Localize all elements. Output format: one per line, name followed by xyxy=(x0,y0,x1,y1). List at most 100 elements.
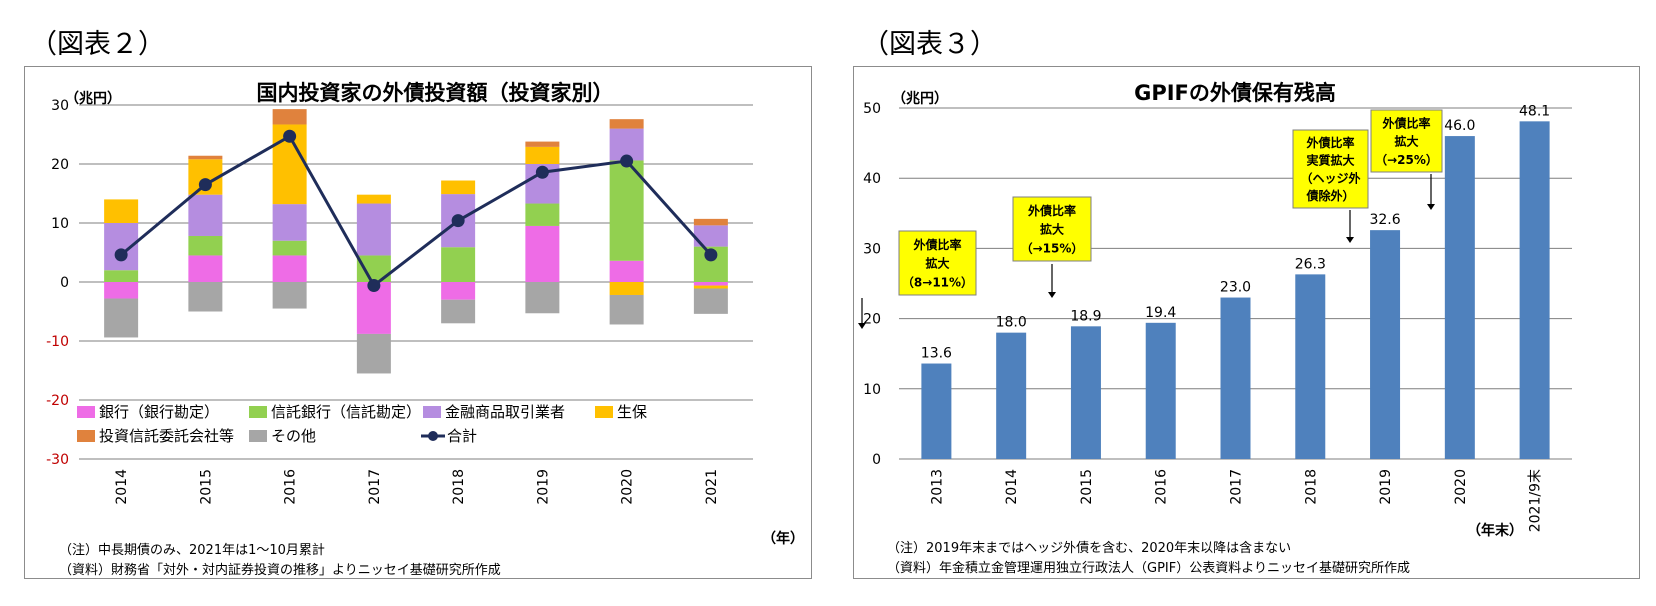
annotation-box xyxy=(898,230,977,296)
bar-segment xyxy=(356,203,391,256)
y-tick-label: -20 xyxy=(46,393,69,409)
annotation-arrowhead xyxy=(1346,237,1354,243)
bar-segment xyxy=(441,247,476,282)
left-chart-svg: 国内投資家の外債投資額（投資家別） （兆円） （年） 30 20 10 0 -10 -20… xyxy=(46,81,804,547)
bar xyxy=(1220,297,1251,459)
bar-segment xyxy=(356,333,391,374)
total-point xyxy=(535,165,549,179)
y-tick-label: 50 xyxy=(863,101,881,117)
bar-segment xyxy=(272,204,307,241)
bar xyxy=(996,332,1027,459)
left-chart-note-2: （資料）財務省「対外・対内証券投資の推移」よりニッセイ基礎研究所作成 xyxy=(59,563,501,578)
data-label: 18.0 xyxy=(996,315,1027,331)
annotation-text: 拡大 xyxy=(1394,134,1418,149)
left-chart-panel: 国内投資家の外債投資額（投資家別） （兆円） （年） 30 20 10 0 -10 -20… xyxy=(24,66,812,579)
bar-segment xyxy=(609,282,644,295)
data-label: 48.1 xyxy=(1519,103,1550,119)
bar-segment xyxy=(188,155,223,160)
legend-label: 金融商品取引業者 xyxy=(445,403,565,421)
data-label: 23.0 xyxy=(1220,280,1251,296)
x-tick-label: 2019 xyxy=(1378,469,1394,505)
bar xyxy=(1070,326,1101,459)
annotation-text: （→25%） xyxy=(1375,152,1438,167)
right-chart-svg: GPIFの外債保有残高 （兆円） （年末） 13.6 18.0 18.9 19.4 23… xyxy=(858,81,1572,539)
y-tick-label: 20 xyxy=(51,157,69,173)
data-label: 19.4 xyxy=(1145,305,1176,321)
x-tick-label: 2021 xyxy=(704,469,720,505)
bar-segment xyxy=(188,255,223,282)
bar-segment xyxy=(188,235,223,256)
bar-segment xyxy=(441,180,476,195)
y-tick-label: -10 xyxy=(46,334,69,350)
total-point xyxy=(620,154,634,168)
bar-segment xyxy=(188,282,223,312)
y-tick-label: -30 xyxy=(46,452,69,468)
x-tick-label: 2013 xyxy=(929,469,945,505)
right-chart-x-unit: （年末） xyxy=(1467,522,1523,539)
y-tick-label: 10 xyxy=(863,382,881,398)
legend-label: 信託銀行（信託勘定） xyxy=(271,403,421,421)
x-tick-label: 2014 xyxy=(1004,469,1020,505)
legend-swatch xyxy=(249,430,267,442)
x-tick-label: 2016 xyxy=(1154,469,1170,505)
annotation-text: 外債比率 xyxy=(1028,203,1076,218)
x-tick-label: 2014 xyxy=(114,469,130,505)
left-chart-x-unit: （年） xyxy=(762,530,804,547)
figure-label-left: （図表２） xyxy=(30,29,165,60)
bar-segment xyxy=(356,194,391,204)
x-tick-label: 2017 xyxy=(1229,469,1245,505)
x-tick-label: 2016 xyxy=(283,469,299,505)
left-chart-unit: （兆円） xyxy=(65,91,121,107)
legend-line-marker xyxy=(428,431,438,441)
left-chart-note-1: （注）中長期債のみ、2021年は1～10月累計 xyxy=(59,543,325,558)
bar-segment xyxy=(525,146,560,164)
annotation-arrowhead xyxy=(1427,204,1435,210)
bar-segment xyxy=(104,282,139,299)
total-point xyxy=(704,248,718,262)
bar-segment xyxy=(441,282,476,300)
legend-swatch xyxy=(77,430,95,442)
annotation-text: 外債比率 xyxy=(1306,135,1354,150)
y-tick-label: 40 xyxy=(863,171,881,187)
legend-label: 銀行（銀行勘定） xyxy=(99,403,219,421)
x-tick-label: 2017 xyxy=(367,469,383,505)
annotation-text: 実質拡大 xyxy=(1306,153,1354,168)
legend-swatch xyxy=(249,406,267,418)
bar xyxy=(1370,230,1401,459)
total-point xyxy=(114,248,128,262)
total-point xyxy=(367,279,381,293)
total-point xyxy=(451,214,465,228)
right-chart-panel: GPIFの外債保有残高 （兆円） （年末） 13.6 18.0 18.9 19.4 23… xyxy=(853,66,1640,579)
bar-segment xyxy=(188,194,223,236)
bar-segment xyxy=(693,288,728,314)
bar-segment xyxy=(525,203,560,226)
legend-label: 生保 xyxy=(617,403,647,421)
annotation-box xyxy=(1012,196,1092,262)
legend-label: その他 xyxy=(271,427,316,445)
legend-swatch xyxy=(595,406,613,418)
y-tick-label: 0 xyxy=(60,275,69,291)
annotation-text: （ヘッジ外 xyxy=(1300,170,1360,185)
y-tick-label: 30 xyxy=(51,98,69,114)
bar xyxy=(1519,121,1550,459)
annotation-text: （8→11%） xyxy=(902,275,973,290)
bar-segment xyxy=(693,285,728,289)
bar-segment xyxy=(272,109,307,125)
bar-segment xyxy=(693,282,728,286)
data-label: 46.0 xyxy=(1444,118,1475,134)
y-tick-label: 0 xyxy=(872,452,881,468)
annotation-text: 外債比率 xyxy=(1382,115,1430,130)
left-chart-title: 国内投資家の外債投資額（投資家別） xyxy=(257,81,614,105)
bar-segment xyxy=(104,298,139,338)
figure-label-right: （図表３） xyxy=(862,29,997,60)
annotation-arrowhead xyxy=(1048,292,1056,298)
bar-segment xyxy=(693,225,728,247)
total-line xyxy=(120,134,712,288)
bar-segment xyxy=(441,299,476,324)
y-tick-label: 30 xyxy=(863,241,881,257)
bar-segment xyxy=(609,119,644,129)
bar-segment xyxy=(272,282,307,309)
annotation-text: 拡大 xyxy=(1040,222,1064,237)
legend-label: 合計 xyxy=(447,427,477,445)
x-tick-label: 2018 xyxy=(451,469,467,505)
